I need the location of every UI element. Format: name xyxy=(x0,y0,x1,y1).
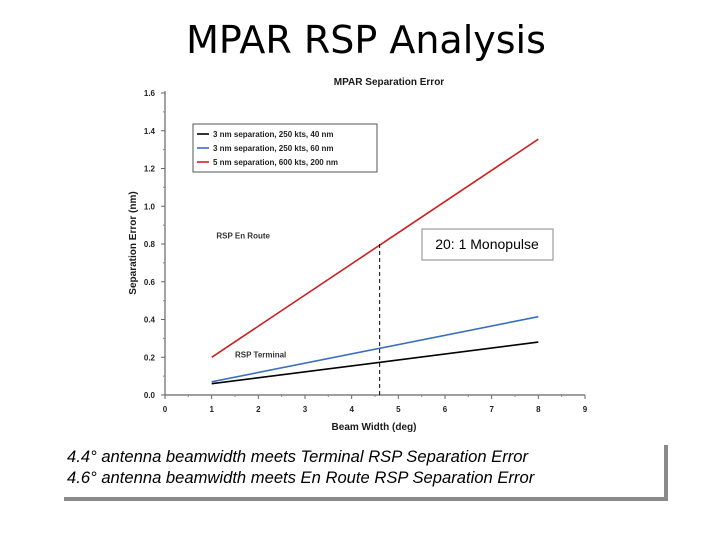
chart-title: MPAR Separation Error xyxy=(334,77,444,88)
series-lines xyxy=(211,138,539,385)
y-tick-label: 1.4 xyxy=(144,127,156,136)
chart-axes: 0.0 0.2 0.4 0.6 0.8 1.0 1.2 1.4 1.6 0 1 2 3 4 5 6 7 8 9 xyxy=(144,89,588,414)
legend-box xyxy=(192,123,378,173)
series-line-2 xyxy=(211,315,539,383)
x-tick-label: 2 xyxy=(256,405,261,414)
y-tick-label: 1.2 xyxy=(144,165,156,174)
x-tick-label: 4 xyxy=(349,405,354,414)
y-tick-label: 0.0 xyxy=(144,391,156,400)
legend-entry-1: 3 nm separation, 250 kts, 40 nm xyxy=(213,130,334,139)
beamwidth-callout: 4.4° antenna beamwidth meets Terminal RS… xyxy=(60,441,664,497)
chart-legend: 3 nm separation, 250 kts, 40 nm 3 nm sepa… xyxy=(192,123,378,173)
monopulse-label-box xyxy=(421,228,554,261)
slide-title: MPAR RSP Analysis xyxy=(186,18,546,62)
y-tick-label: 0.8 xyxy=(144,240,156,249)
x-tick-label: 7 xyxy=(489,405,494,414)
y-tick-label: 0.6 xyxy=(144,278,156,287)
legend-entry-2: 3 nm separation, 250 kts, 60 nm xyxy=(213,144,334,153)
monopulse-label: 20: 1 Monopulse xyxy=(435,236,539,252)
x-tick-label: 9 xyxy=(583,405,588,414)
x-tick-label: 1 xyxy=(209,405,214,414)
x-tick-label: 5 xyxy=(396,405,401,414)
callout-line-en-route: 4.6° antenna beamwidth meets En Route RS… xyxy=(67,468,535,487)
series-line-1 xyxy=(211,341,539,385)
x-tick-label: 0 xyxy=(163,405,168,414)
y-axis-label: Separation Error (nm) xyxy=(128,191,139,294)
legend-entry-3: 5 nm separation, 600 kts, 200 nm xyxy=(213,158,338,167)
y-tick-label: 0.4 xyxy=(144,316,156,325)
x-axis-label: Beam Width (deg) xyxy=(332,422,417,433)
annotation-rsp-terminal: RSP Terminal xyxy=(235,350,286,359)
y-tick-label: 1.0 xyxy=(144,202,156,211)
y-tick-label: 0.2 xyxy=(144,353,156,362)
callout-line-terminal: 4.4° antenna beamwidth meets Terminal RS… xyxy=(67,447,529,466)
annotation-rsp-en-route: RSP En Route xyxy=(216,231,270,240)
x-tick-label: 3 xyxy=(303,405,308,414)
x-tick-label: 6 xyxy=(443,405,448,414)
x-tick-label: 8 xyxy=(536,405,541,414)
y-tick-label: 1.6 xyxy=(144,89,156,98)
series-line-3 xyxy=(211,138,539,358)
chart-overlays: RSP En Route RSP Terminal 20: 1 Monopulse xyxy=(216,228,554,395)
